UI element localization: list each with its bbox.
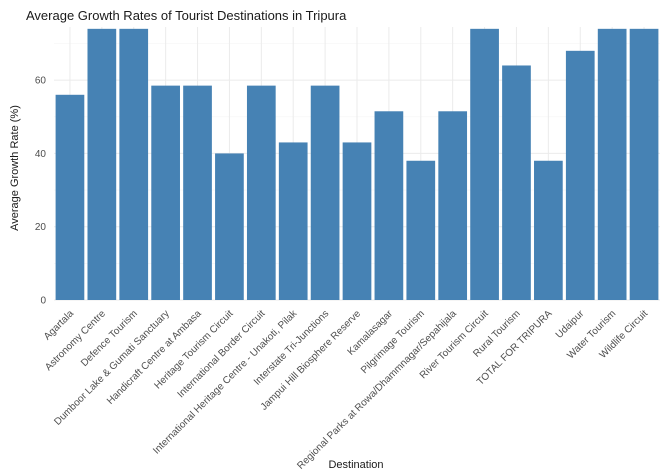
bar: [629, 28, 659, 300]
bar: [87, 28, 117, 300]
y-tick-label: 0: [40, 296, 46, 307]
bar: [55, 94, 85, 300]
bars: [55, 28, 659, 301]
x-tick-label: Dumboor Lake & Gumati Sanctuary: [52, 308, 171, 427]
y-tick-label: 20: [35, 222, 47, 233]
y-tick-label: 40: [35, 149, 47, 160]
x-axis-title: Destination: [328, 459, 383, 471]
bar: [278, 142, 308, 300]
bar: [597, 28, 627, 300]
chart-title: Average Growth Rates of Tourist Destinat…: [26, 8, 347, 23]
bar: [342, 142, 372, 300]
bar: [310, 85, 340, 300]
y-axis-ticks: 0 20 40 60: [35, 76, 47, 307]
bar: [565, 50, 595, 301]
y-tick-label: 60: [35, 76, 47, 87]
bar: [374, 111, 404, 300]
bar: [151, 85, 180, 300]
bar: [534, 160, 563, 300]
bar: [246, 85, 276, 300]
bar: [438, 111, 468, 300]
x-tick-label: Defence Tourism: [79, 308, 140, 369]
bar: [406, 160, 436, 300]
y-axis-title: Average Growth Rate (%): [9, 105, 21, 231]
bar: [119, 28, 149, 300]
bar: [183, 85, 212, 300]
bar: [470, 28, 499, 300]
bar: [215, 153, 244, 300]
bar: [502, 65, 531, 301]
